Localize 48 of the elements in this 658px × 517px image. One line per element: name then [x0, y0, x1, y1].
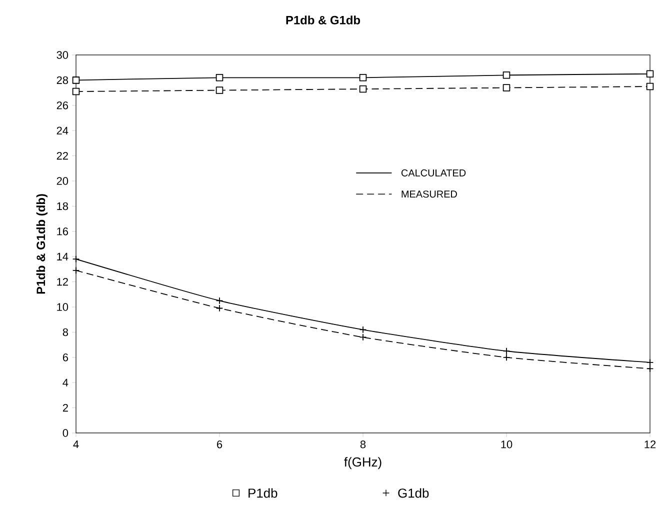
y-tick-label: 22	[56, 152, 68, 160]
point	[216, 304, 224, 312]
point	[72, 76, 80, 84]
y-tick-label: 24	[56, 126, 68, 134]
y-tick-label: 8	[62, 328, 68, 336]
annotation: CALCULATED	[401, 169, 466, 176]
point	[646, 82, 654, 90]
point	[359, 85, 367, 93]
y-tick-label: 20	[56, 177, 68, 185]
point	[359, 334, 367, 341]
point	[359, 326, 367, 334]
point	[216, 74, 224, 82]
y-tick-label: 12	[57, 278, 68, 286]
x-tick-label: 4	[73, 440, 79, 448]
point	[72, 255, 80, 263]
y-tick-label: 0	[62, 429, 68, 437]
point	[502, 84, 510, 92]
point	[502, 347, 510, 355]
point	[72, 266, 80, 274]
point	[359, 74, 367, 82]
annotation: MEASURED	[402, 190, 457, 198]
y-tick-label: 28	[56, 76, 68, 84]
point	[646, 358, 654, 366]
point	[216, 297, 224, 304]
y-tick-label: 16	[57, 228, 68, 236]
y-tick-label: 6	[62, 354, 68, 362]
chart-title: P1db & G1db	[286, 16, 360, 24]
x-tick-label: 12	[644, 440, 656, 448]
x-axis-title: f(GHz)	[344, 457, 382, 470]
y-tick-label: 18	[57, 202, 68, 210]
point	[72, 88, 80, 96]
y-tick-label: 30	[56, 51, 68, 59]
text: G1db	[398, 488, 429, 498]
x-tick-label: 10	[501, 440, 512, 448]
y-tick-label: 14	[57, 252, 68, 260]
text: P1db	[248, 488, 278, 498]
point	[502, 72, 510, 79]
y-axis-title: P1db & G1db (db)	[36, 194, 48, 294]
y-tick-label: 26	[56, 102, 68, 110]
point	[216, 86, 224, 94]
point	[646, 70, 654, 78]
y-tick-label: 10	[57, 303, 68, 311]
point	[502, 354, 510, 362]
y-tick-label: 4	[62, 378, 68, 386]
point	[646, 365, 654, 372]
y-tick-label: 2	[62, 404, 68, 412]
x-tick-label: 8	[360, 440, 366, 448]
x-tick-label: 6	[217, 440, 222, 448]
